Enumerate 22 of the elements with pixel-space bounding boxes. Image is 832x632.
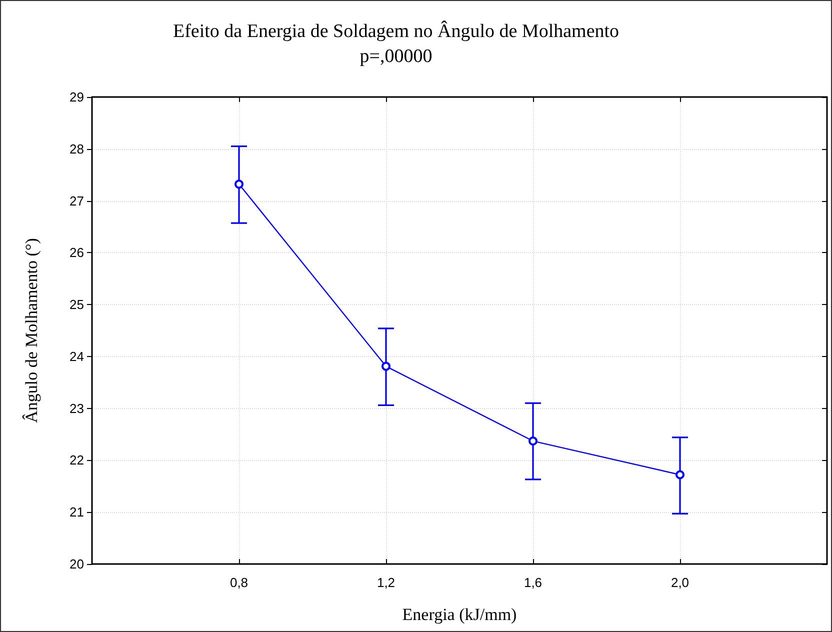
y-tick-label: 22 [70, 452, 84, 468]
chart-title: Efeito da Energia de Soldagem no Ângulo de Molhamento [172, 20, 620, 42]
point [234, 180, 244, 189]
chart-subtitle: p=,00000 [360, 46, 432, 67]
point [528, 436, 538, 446]
x-axis-title: Energia (kJ/mm) [402, 605, 517, 624]
x-tick-label: 0,8 [230, 575, 248, 590]
x-tick-label: 2,0 [670, 575, 690, 590]
point [676, 470, 684, 480]
y-tick-label: 23 [70, 400, 84, 416]
x-tick-label: 1,6 [524, 575, 542, 590]
y-tick-label: 25 [70, 297, 84, 312]
point [382, 362, 390, 371]
x-tick-label: 1,2 [376, 575, 396, 590]
y-axis-title: Ângulo de Molhamento (°) [22, 238, 41, 423]
y-tick-label: 26 [70, 245, 84, 260]
y-tick-label: 21 [70, 504, 84, 520]
y-tick-label: 29 [70, 90, 84, 104]
y-tick-label: 20 [70, 556, 84, 572]
y-tick-label: 27 [70, 193, 84, 208]
y-tick-label: 24 [70, 348, 84, 364]
y-tick-label: 28 [70, 141, 84, 156]
